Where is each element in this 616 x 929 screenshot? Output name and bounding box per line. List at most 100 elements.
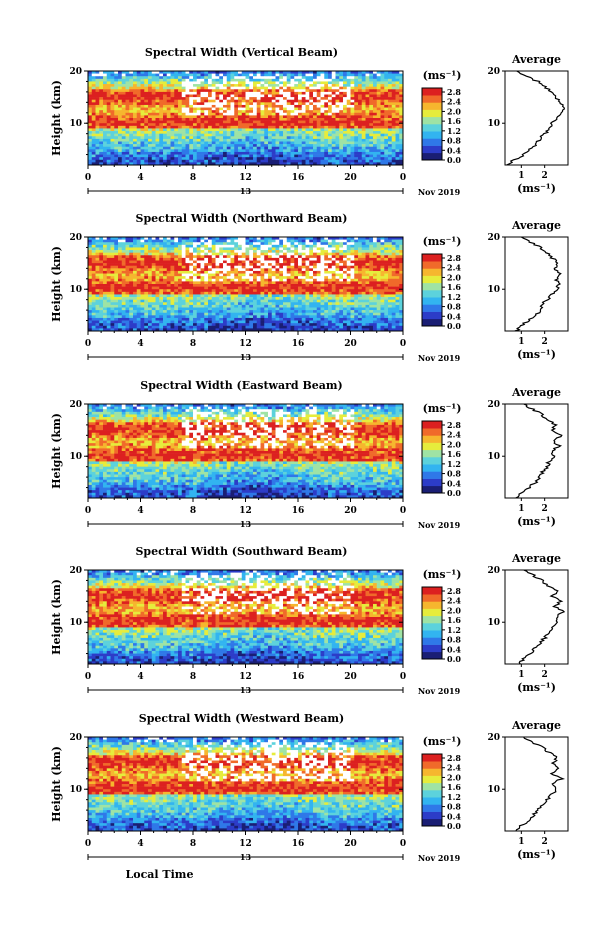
heatmap-cell — [174, 71, 179, 74]
heatmap-cell — [181, 71, 186, 74]
heatmap-cell — [223, 247, 228, 251]
heatmap-cell — [136, 84, 141, 87]
heatmap-cell — [125, 99, 130, 103]
heatmap-cell — [193, 115, 198, 119]
heatmap-cell — [189, 107, 194, 111]
heatmap-cell — [249, 97, 254, 101]
heatmap-cell — [369, 89, 374, 93]
heatmap-cell — [286, 133, 291, 137]
heatmap-cell — [283, 247, 288, 251]
heatmap-cell — [159, 99, 164, 103]
heatmap-cell — [350, 268, 355, 272]
heatmap-cell — [369, 260, 374, 264]
heatmap-cell — [320, 273, 325, 277]
heatmap-cell — [178, 255, 183, 259]
heatmap-cell — [350, 97, 355, 101]
heatmap-cell — [369, 159, 374, 163]
heatmap-cell — [279, 131, 284, 134]
heatmap-cell — [253, 125, 258, 129]
heatmap-cell — [144, 131, 149, 134]
heatmap-cell — [286, 110, 291, 114]
heatmap-cell — [384, 291, 389, 295]
heatmap-cell — [208, 110, 213, 114]
heatmap-cell — [369, 138, 374, 142]
heatmap-cell — [313, 157, 318, 161]
heatmap-cell — [358, 97, 363, 101]
heatmap-cell — [223, 257, 228, 261]
heatmap-cell — [388, 115, 393, 119]
heatmap-cell — [346, 133, 351, 137]
heatmap-cell — [121, 268, 126, 272]
heatmap-cell — [144, 112, 149, 116]
heatmap-cell — [189, 157, 194, 161]
heatmap-cell — [133, 268, 138, 272]
heatmap-cell — [163, 255, 168, 259]
heatmap-cell — [358, 136, 363, 140]
heatmap-cell — [399, 76, 404, 80]
heatmap-cell — [283, 107, 288, 111]
heatmap-cell — [279, 276, 284, 280]
heatmap-cell — [125, 151, 130, 155]
heatmap-cell — [200, 146, 205, 150]
heatmap-cell — [343, 154, 348, 158]
heatmap-cell — [305, 242, 310, 246]
heatmap-cell — [211, 76, 216, 80]
heatmap-cell — [106, 97, 111, 101]
heatmap-cell — [275, 89, 280, 93]
heatmap-cell — [331, 284, 336, 287]
heatmap-cell — [376, 120, 381, 124]
heatmap-cell — [114, 118, 119, 121]
heatmap-cell — [133, 157, 138, 161]
heatmap-cell — [95, 162, 100, 166]
heatmap-cell — [219, 250, 224, 253]
heatmap-cell — [88, 255, 93, 259]
heatmap-cell — [189, 120, 194, 124]
heatmap-cell — [151, 159, 156, 163]
heatmap-cell — [350, 133, 355, 137]
heatmap-cell — [245, 104, 250, 108]
heatmap-cell — [219, 281, 224, 285]
heatmap-cell — [358, 278, 363, 282]
panel-2: Spectral Width (Northward Beam)2010Heigh… — [50, 212, 569, 363]
heatmap-cell — [294, 278, 299, 282]
heatmap-cell — [324, 255, 329, 259]
heatmap-cell — [238, 276, 243, 280]
heatmap-cell — [343, 289, 348, 293]
heatmap-cell — [163, 273, 168, 277]
heatmap-cell — [316, 157, 321, 161]
heatmap-cell — [234, 131, 239, 134]
heatmap-cell — [331, 265, 336, 269]
heatmap-cell — [335, 125, 340, 129]
heatmap-cell — [279, 144, 284, 148]
heatmap-cell — [256, 86, 261, 90]
heatmap-cell — [384, 159, 389, 163]
heatmap-cell — [286, 125, 291, 129]
heatmap-cell — [136, 244, 141, 248]
heatmap-cell — [99, 294, 104, 298]
heatmap-cell — [215, 276, 220, 280]
heatmap-cell — [91, 71, 96, 74]
heatmap-cell — [294, 159, 299, 163]
heatmap-cell — [328, 291, 333, 295]
heatmap-cell — [178, 260, 183, 264]
heatmap-cell — [399, 286, 404, 290]
heatmap-cell — [241, 112, 246, 116]
heatmap-cell — [148, 151, 153, 155]
heatmap-cell — [219, 247, 224, 251]
heatmap-cell — [324, 78, 329, 82]
heatmap-cell — [226, 86, 231, 90]
heatmap-cell — [376, 123, 381, 127]
heatmap-cell — [301, 120, 306, 124]
heatmap-cell — [140, 286, 145, 290]
heatmap-cell — [208, 120, 213, 124]
heatmap-cell — [189, 276, 194, 280]
heatmap-cell — [241, 104, 246, 108]
heatmap-cell — [234, 128, 239, 132]
heatmap-cell — [376, 104, 381, 108]
heatmap-cell — [204, 84, 209, 87]
heatmap-cell — [241, 291, 246, 295]
heatmap-cell — [189, 255, 194, 259]
heatmap-cell — [166, 94, 171, 98]
heatmap-cell — [114, 255, 119, 259]
heatmap-cell — [275, 86, 280, 90]
